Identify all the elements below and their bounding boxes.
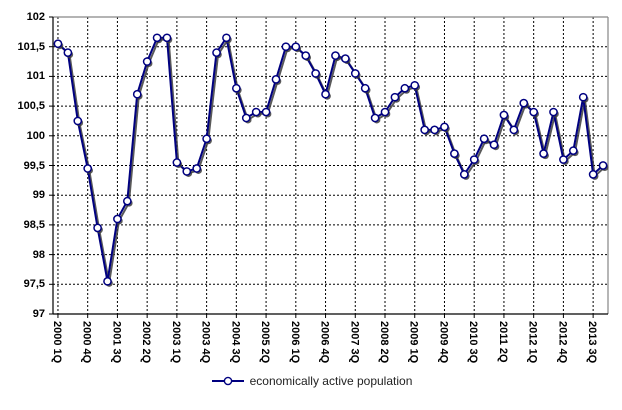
data-point-marker — [380, 107, 390, 117]
data-point-marker — [529, 107, 539, 117]
x-axis-tick-label: 2004 3Q — [229, 321, 242, 364]
data-point-marker — [152, 33, 162, 43]
data-point-marker — [350, 69, 360, 78]
data-point-marker — [489, 140, 499, 150]
x-axis-tick-label: 2006 1Q — [288, 321, 301, 364]
data-point-marker — [202, 134, 211, 144]
x-axis-tick-label: 2003 4Q — [199, 321, 212, 364]
legend-marker-icon — [211, 376, 244, 386]
data-point-marker — [499, 110, 509, 120]
x-axis-tick-label: 2011 2Q — [496, 321, 509, 363]
data-point-marker — [261, 107, 271, 117]
y-axis-tick-label: 97 — [32, 308, 45, 320]
data-point-marker — [459, 170, 469, 179]
data-point-marker — [231, 83, 241, 93]
data-point-marker — [281, 42, 291, 52]
data-point-marker — [360, 83, 370, 93]
x-axis-tick-label: 2012 4Q — [556, 321, 569, 364]
data-point-marker — [539, 149, 548, 158]
legend: economically active population — [0, 374, 622, 388]
y-axis-tick-label: 97,5 — [23, 278, 45, 291]
data-point-marker — [192, 164, 202, 173]
data-point-marker — [549, 107, 558, 117]
data-point-marker — [568, 146, 578, 155]
x-axis-tick-label: 2006 4Q — [318, 321, 331, 364]
y-axis-tick-label: 101 — [26, 70, 45, 83]
y-axis-tick-label: 99,5 — [23, 159, 45, 172]
data-point-marker — [222, 33, 231, 43]
data-point-marker — [519, 98, 529, 108]
x-axis-tick-label: 2001 3Q — [110, 321, 123, 364]
data-point-marker — [172, 158, 182, 167]
data-point-marker — [251, 107, 261, 117]
data-point-marker — [93, 223, 102, 233]
data-point-marker — [410, 80, 420, 90]
data-point-marker — [440, 122, 449, 132]
data-point-marker — [321, 89, 330, 99]
x-axis-tick-label: 2002 2Q — [140, 321, 153, 364]
legend-label: economically active population — [249, 374, 413, 388]
y-axis-tick-label: 100 — [26, 129, 45, 142]
data-point-marker — [162, 33, 172, 43]
series-line — [57, 35, 604, 282]
data-point-marker — [291, 42, 301, 52]
x-axis-tick-label: 2000 4Q — [80, 321, 93, 364]
y-axis-tick-label: 99 — [32, 189, 45, 202]
x-axis-tick-label: 2007 3Q — [348, 321, 361, 364]
data-point-marker — [469, 155, 479, 164]
data-point-marker — [400, 83, 410, 93]
data-point-marker — [113, 214, 122, 224]
y-axis-tick-label: 100,5 — [17, 100, 45, 113]
data-point-marker — [83, 164, 93, 173]
data-point-marker — [241, 113, 251, 123]
x-axis-tick-label: 2010 3Q — [467, 321, 480, 364]
data-point-marker — [331, 51, 340, 60]
y-axis-tick-label: 98,5 — [23, 218, 45, 231]
data-point-marker — [450, 149, 459, 158]
data-point-marker — [142, 57, 152, 66]
x-axis-tick-label: 2003 1Q — [169, 321, 182, 364]
x-axis-tick-label: 2000 1Q — [50, 321, 63, 364]
x-axis-tick-label: 2009 1Q — [407, 321, 420, 364]
data-point-marker — [132, 89, 142, 99]
data-point-marker — [122, 196, 132, 206]
data-point-marker — [341, 54, 350, 63]
data-point-marker — [598, 161, 608, 170]
data-point-marker — [370, 113, 380, 123]
y-axis-tick-label: 102 — [26, 11, 45, 23]
data-point-marker — [420, 125, 430, 135]
x-axis-tick-label: 2009 4Q — [437, 321, 450, 364]
data-point-marker — [588, 170, 598, 179]
x-axis-tick-label: 2012 1Q — [526, 321, 539, 364]
data-point-marker — [559, 155, 568, 164]
data-point-marker — [301, 51, 311, 60]
data-point-marker — [182, 167, 192, 176]
data-point-marker — [578, 92, 588, 102]
data-point-marker — [73, 116, 83, 126]
data-point-marker — [63, 48, 73, 57]
x-axis-tick-label: 2005 2Q — [259, 321, 272, 364]
data-point-marker — [53, 39, 63, 49]
data-point-marker — [479, 134, 489, 144]
data-point-marker — [390, 92, 400, 102]
y-axis-tick-label: 101,5 — [17, 40, 45, 53]
x-axis-tick-label: 2013 3Q — [586, 321, 599, 364]
x-axis-tick-label: 2008 2Q — [378, 321, 390, 364]
y-axis-tick-label: 98 — [32, 248, 45, 261]
data-point-marker — [212, 48, 221, 57]
data-point-marker — [103, 276, 112, 286]
data-point-marker — [311, 69, 320, 78]
data-point-marker — [271, 75, 281, 84]
data-point-marker — [430, 125, 439, 135]
data-point-marker — [509, 125, 519, 135]
